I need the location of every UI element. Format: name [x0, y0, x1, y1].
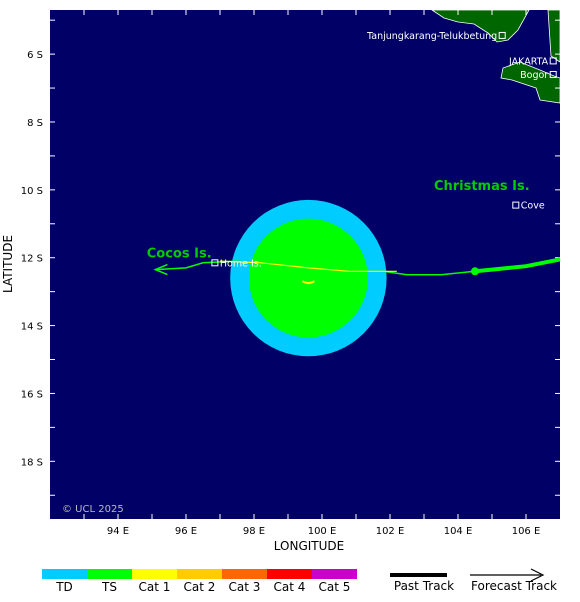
place-label: Home Is. — [220, 258, 262, 269]
place-marker: Bogor — [520, 70, 557, 81]
legend-swatch — [87, 569, 132, 579]
lat-tick-label: 8 S — [27, 118, 43, 129]
lat-tick-label: 18 S — [21, 457, 43, 468]
lat-tick-label: 10 S — [21, 186, 43, 197]
legend-past-track: Past Track — [390, 573, 454, 593]
legend-category: TS — [87, 569, 132, 594]
place-marker: JAKARTA — [508, 56, 557, 67]
y-axis-label: LATITUDE — [1, 235, 15, 293]
lat-tick-label: 6 S — [27, 50, 43, 61]
lat-tick-label: 12 S — [21, 254, 43, 265]
legend-category: Cat 5 — [312, 569, 357, 594]
legend-category: Cat 2 — [177, 569, 222, 594]
place-label: Bogor — [520, 70, 548, 81]
legend-category-label: Cat 4 — [274, 580, 306, 594]
legend-category-label: Cat 3 — [229, 580, 261, 594]
forecast-end-arrow-icon — [153, 263, 168, 276]
lon-tick-label: 94 E — [107, 526, 129, 537]
legend-category-label: Cat 2 — [184, 580, 216, 594]
legend-category: Cat 4 — [267, 569, 312, 594]
grid-layer — [50, 10, 560, 519]
place-label: Tanjungkarang-Telukbetung — [366, 31, 497, 42]
lon-tick-label: 98 E — [243, 526, 265, 537]
lon-tick-label: 102 E — [376, 526, 405, 537]
legend-category: Cat 3 — [222, 569, 267, 594]
lon-tick-label: 106 E — [512, 526, 541, 537]
legend-category-label: Cat 5 — [319, 580, 351, 594]
storm-center-icon — [301, 280, 315, 285]
legend-swatch — [177, 569, 222, 579]
forecast-track-label: Forecast Track — [471, 579, 557, 593]
lat-tick-label: 16 S — [21, 389, 43, 400]
forecast-arrow-icon — [530, 568, 545, 582]
past-track-label: Past Track — [394, 579, 454, 593]
place-label: Cove — [521, 201, 545, 212]
x-axis: 94 E 96 E 98 E 100 E 102 E 104 E 106 E — [107, 526, 540, 537]
java-west-landmass — [500, 61, 561, 104]
legend-forecast-track: Forecast Track — [470, 568, 557, 593]
forecast-track-cat1-segment — [219, 260, 397, 272]
legend-swatch — [132, 569, 177, 579]
legend-category: Cat 1 — [132, 569, 177, 594]
copyright-text: © UCL 2025 — [62, 504, 124, 515]
java-north-landmass — [547, 9, 561, 63]
place-square-icon — [498, 31, 506, 39]
lon-tick-label: 104 E — [444, 526, 473, 537]
legend-category: TD — [42, 569, 87, 594]
place-square-icon — [549, 70, 557, 78]
region-label: Christmas Is. — [434, 179, 530, 194]
legend-swatch — [222, 569, 267, 579]
place-marker: Tanjungkarang-Telukbetung — [366, 31, 506, 42]
legend-swatch — [267, 569, 312, 579]
y-axis: 6 S 8 S 10 S 12 S 14 S 16 S 18 S — [21, 50, 43, 468]
legend-category-label: TS — [101, 580, 117, 594]
x-axis-label: LONGITUDE — [274, 539, 344, 553]
legend-categories: TD TS Cat 1 Cat 2 Cat 3 Cat 4 Cat 5 — [42, 569, 357, 594]
storm-layer — [230, 199, 387, 357]
region-label: Cocos Is. — [147, 247, 212, 262]
place-marker: Home Is. — [211, 258, 262, 269]
place-label: JAKARTA — [508, 56, 549, 67]
region-layer: Christmas Is. Cocos Is. — [147, 179, 530, 262]
legend-category-label: TD — [55, 580, 73, 594]
lat-tick-label: 14 S — [21, 322, 43, 333]
legend-swatch — [42, 569, 87, 579]
lon-tick-label: 96 E — [175, 526, 197, 537]
place-square-icon — [512, 201, 520, 209]
legend-swatch — [312, 569, 357, 579]
place-square-icon — [549, 57, 557, 65]
place-layer: Tanjungkarang-Telukbetung JAKARTA Bogor Cov… — [211, 31, 557, 269]
place-marker: Cove — [512, 201, 545, 212]
current-position-marker — [471, 267, 479, 276]
past-track — [474, 257, 561, 274]
lon-tick-label: 100 E — [308, 526, 337, 537]
ts-wind-field — [248, 218, 368, 338]
place-square-icon — [211, 259, 219, 267]
track-layer — [153, 257, 561, 276]
legend-category-label: Cat 1 — [139, 580, 171, 594]
